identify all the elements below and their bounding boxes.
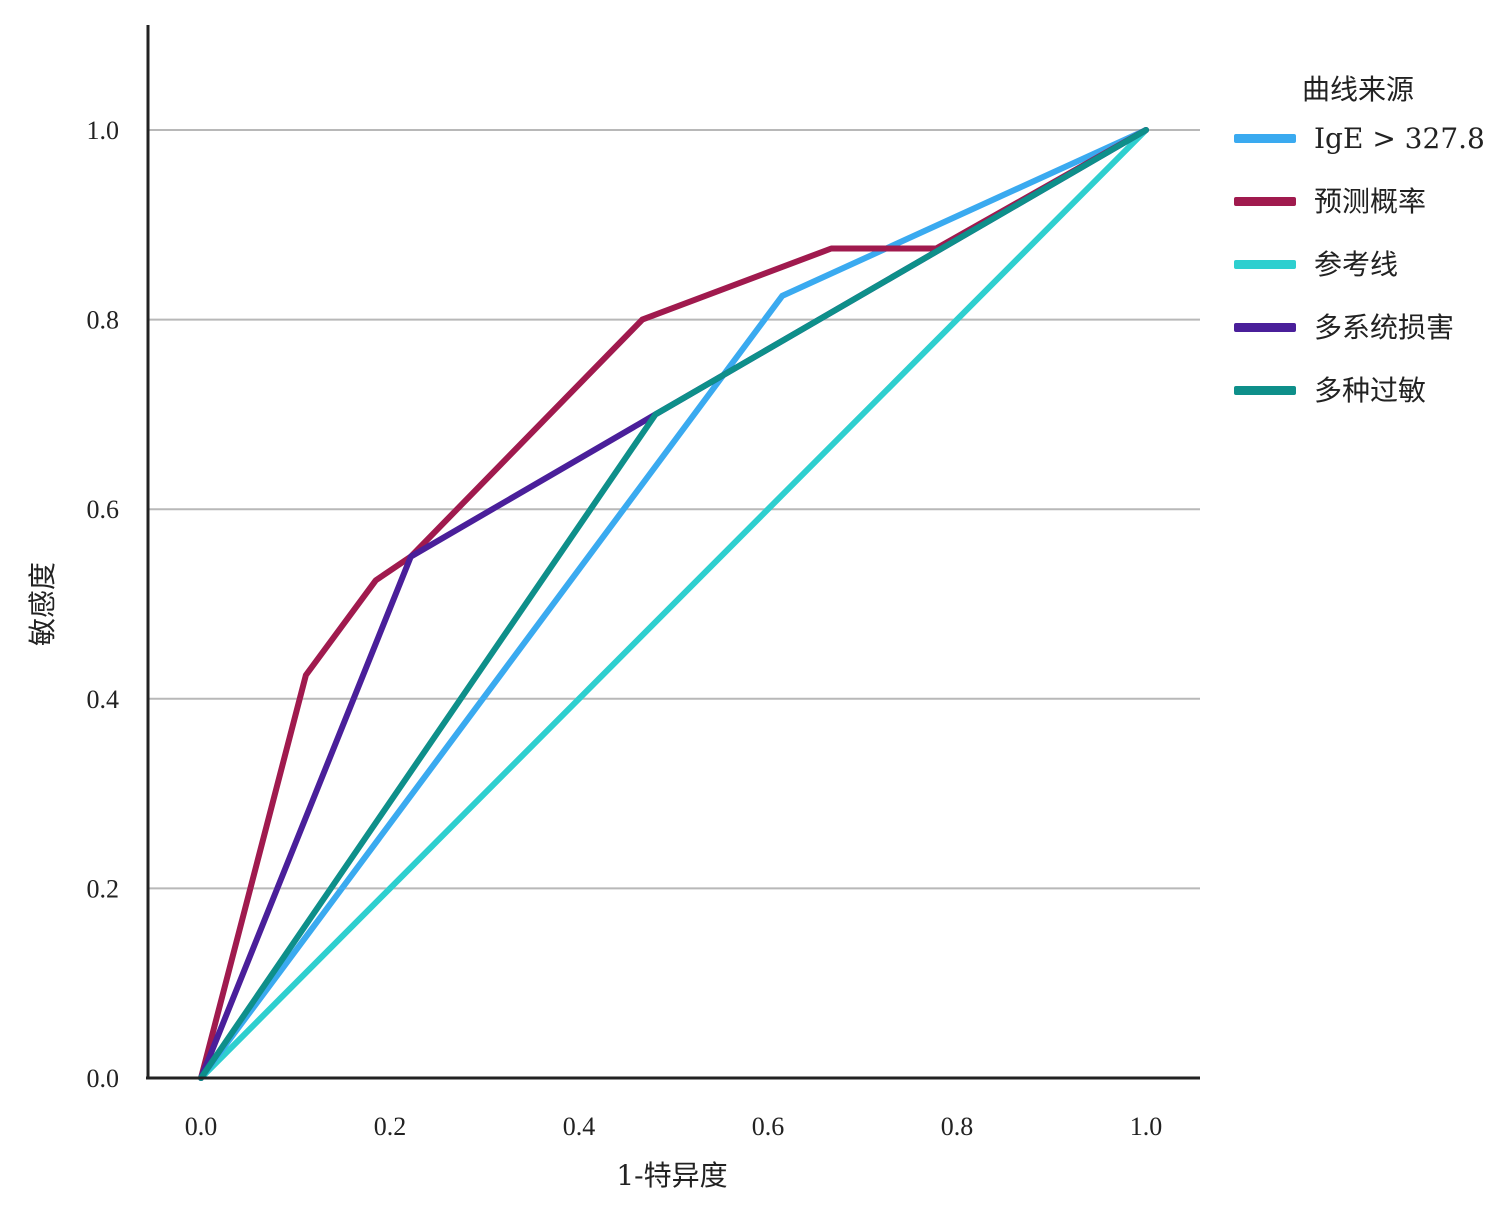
x-tick-labels: 0.0 0.2 0.4 0.6 0.8 1.0 [185, 1112, 1163, 1141]
y-axis-title: 敏感度 [26, 562, 59, 646]
legend-label: 多种过敏 [1314, 374, 1426, 407]
x-tick-label: 0.0 [185, 1112, 218, 1141]
legend-item-multi-system-damage: 多系统损害 [1234, 311, 1454, 344]
legend-label: 多系统损害 [1314, 311, 1454, 344]
x-axis-title: 1-特异度 [616, 1159, 727, 1192]
series-lines [198, 127, 1149, 1081]
y-tick-label: 0.0 [87, 1064, 120, 1093]
legend-item-reference: 参考线 [1234, 248, 1398, 281]
series-line-reference [198, 127, 1149, 1081]
legend-item-ige: IgE > 327.8 [1234, 122, 1485, 155]
x-tick-label: 0.2 [374, 1112, 407, 1141]
legend-swatch [1234, 323, 1296, 332]
x-tick-label: 1.0 [1130, 1112, 1163, 1141]
y-tick-label: 0.8 [87, 306, 120, 335]
legend-item-multiple-allergies: 多种过敏 [1234, 374, 1426, 407]
series-line-multiple-allergies [198, 127, 1149, 1081]
legend-swatch [1234, 134, 1296, 143]
y-tick-label: 0.4 [87, 685, 120, 714]
x-tick-label: 0.8 [941, 1112, 974, 1141]
legend-label: IgE > 327.8 [1314, 122, 1485, 155]
y-tick-label: 0.6 [87, 495, 120, 524]
axes [146, 25, 1200, 1080]
x-tick-label: 0.6 [752, 1112, 785, 1141]
legend-swatch [1234, 386, 1296, 395]
y-tick-label: 0.2 [87, 874, 120, 903]
legend-label: 参考线 [1314, 248, 1398, 281]
legend-title: 曲线来源 [1302, 73, 1414, 106]
y-tick-labels: 0.0 0.2 0.4 0.6 0.8 1.0 [87, 116, 120, 1093]
legend-item-predicted-probability: 预测概率 [1234, 185, 1426, 218]
series-line-ige [198, 127, 1149, 1081]
legend-swatch [1234, 260, 1296, 269]
x-tick-label: 0.4 [563, 1112, 596, 1141]
grid-lines [148, 129, 1200, 890]
y-tick-label: 1.0 [87, 116, 120, 145]
series-line-predicted-probability [198, 127, 1149, 1081]
legend-swatch [1234, 197, 1296, 206]
legend-label: 预测概率 [1314, 185, 1426, 218]
